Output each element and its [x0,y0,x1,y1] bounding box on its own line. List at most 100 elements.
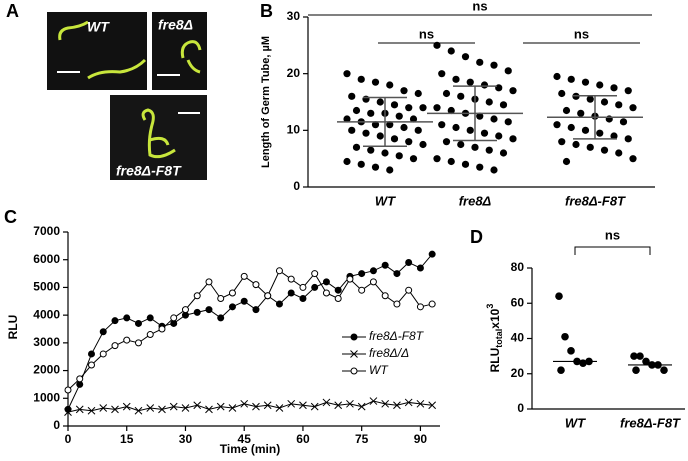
data-point [615,101,623,109]
data-point [134,319,142,327]
data-point [596,129,604,137]
data-point [371,121,380,129]
data-point [452,75,460,83]
data-point [217,295,225,303]
data-point [99,350,107,358]
y-axis-label: RLUtotalx103 [485,304,504,373]
data-point [567,123,575,132]
data-point [471,143,479,151]
data-point [414,126,422,134]
data-point [369,267,377,275]
y-tick-label: 6000 [33,252,60,266]
data-point [146,331,154,339]
data-point [76,375,84,383]
x-tick-label: fre8Δ-F8T [565,193,626,208]
data-point [146,314,154,322]
data-point [169,402,178,411]
data-point [395,152,403,160]
data-point [485,146,493,154]
x-tick-label: 30 [179,432,193,446]
data-point [596,81,604,89]
data-point [205,278,213,286]
x-axis-label: Time (min) [220,442,280,456]
x-tick-label: 75 [355,432,369,446]
data-point [299,295,307,303]
data-point [400,87,408,95]
image-label: fre8Δ [158,17,193,33]
bracket [574,246,651,255]
y-tick-label: 60 [511,295,525,309]
data-point [376,98,384,106]
data-point [252,402,260,411]
y-tick-label: 3000 [33,335,60,349]
data-point [134,406,143,415]
data-point [629,155,637,163]
data-point [624,135,632,143]
data-point [624,87,632,95]
data-point [558,138,566,146]
data-point [405,138,413,146]
data-point [416,303,424,311]
x-tick-label: WT [565,415,586,430]
y-tick-label: 10 [287,123,301,137]
data-point [205,405,213,414]
x-tick-label: fre8Δ-F8T [620,415,681,430]
data-point [632,366,640,375]
y-tick-label: 20 [511,366,525,380]
data-point [386,121,394,129]
data-point [311,283,319,291]
data-point [404,398,413,407]
data-point [346,399,354,408]
y-tick-label: 20 [287,66,301,80]
data-point [416,264,424,272]
legend-label: WT [369,363,389,377]
data-point [322,278,330,286]
data-point [581,126,590,134]
data-point [64,408,72,416]
data-point [111,405,119,414]
data-point [480,81,489,89]
data-point [605,115,613,123]
data-point [476,112,484,120]
label-part: x10 [488,308,502,328]
data-point [555,292,563,301]
legend-label: fre8Δ/Δ [369,346,409,360]
data-point [343,70,351,78]
data-point [64,386,72,394]
data-point [352,143,361,151]
panel-letter: C [4,207,17,227]
data-point [509,87,517,95]
data-point [461,53,470,61]
data-point [181,306,189,314]
data-point [409,155,418,163]
data-point [334,286,342,294]
data-point [87,406,96,415]
data-point [369,278,377,286]
data-point [629,104,637,112]
data-point [416,399,425,408]
data-point [311,270,319,278]
data-point [357,160,365,168]
data-point [158,325,166,333]
y-tick-label: 5000 [33,280,60,294]
data-point [99,328,107,336]
data-point [123,336,131,344]
y-axis-label: Length of Germ Tube, µM [260,36,272,168]
data-point [287,289,295,297]
y-tick-label: 0 [53,418,60,432]
data-point [452,123,460,132]
data-point [371,78,380,86]
series-line [67,400,433,413]
data-point [561,332,569,341]
x-tick-label: 15 [120,432,134,446]
x-tick-label: WT [375,193,396,208]
x-tick-label: 60 [296,432,310,446]
data-point [252,306,260,314]
data-point [275,300,283,308]
data-point [553,121,561,129]
data-point [586,95,594,103]
y-tick-label: 1000 [33,390,60,404]
legend-marker [350,367,358,375]
image-label: fre8Δ-F8T [116,163,182,179]
data-point [381,292,389,300]
